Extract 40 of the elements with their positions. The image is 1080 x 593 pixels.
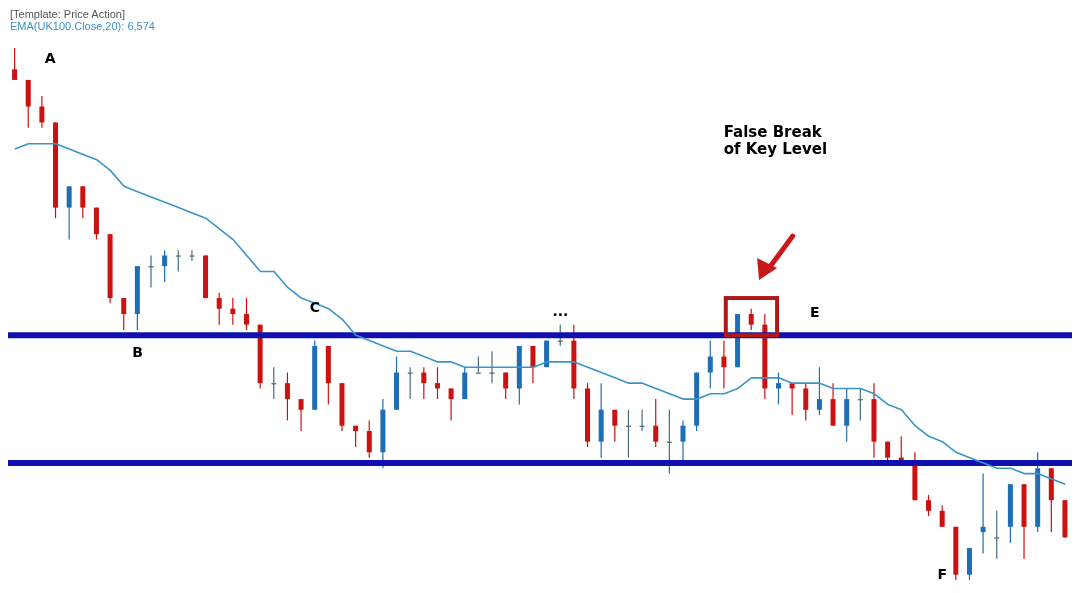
candlestick [121,297,127,331]
candlestick [612,409,618,443]
candlestick [162,249,168,283]
annotation: A [44,49,56,67]
annotation: False Break of Key Level [723,123,829,159]
candlestick [216,292,222,326]
candlestick [66,185,72,241]
candlestick [421,366,427,400]
candlestick [980,473,986,554]
candlestick [803,382,809,421]
candlestick [994,510,1000,560]
chart-title: [Template: Price Action] [10,8,126,20]
candlestick [530,345,536,384]
candlestick [816,366,822,416]
candlestick [175,249,181,273]
candlestick [243,297,249,331]
candlestick [12,48,18,81]
candlestick [721,340,727,390]
text: EMA(UK100.Close,20): 6,574 [10,20,155,32]
candlestick [230,297,236,326]
candlestick [298,398,304,432]
candlestick [926,494,932,517]
candlestick [366,419,372,459]
annotation: F [937,565,948,583]
candlestick [39,95,45,129]
candlestick [775,371,781,406]
candlestick [434,366,440,400]
candlestick [707,340,713,390]
candlestick [939,504,945,528]
candlestick [503,371,509,400]
annotation: C [309,298,321,316]
candlestick [80,185,86,219]
candlestick [653,398,659,448]
candlestick [284,371,290,421]
candlestick [748,308,754,331]
annotation: E [809,303,820,321]
annotation: ... [552,302,569,320]
candlestick [448,387,454,421]
candlestick [189,249,195,262]
annotation: B [132,343,143,361]
